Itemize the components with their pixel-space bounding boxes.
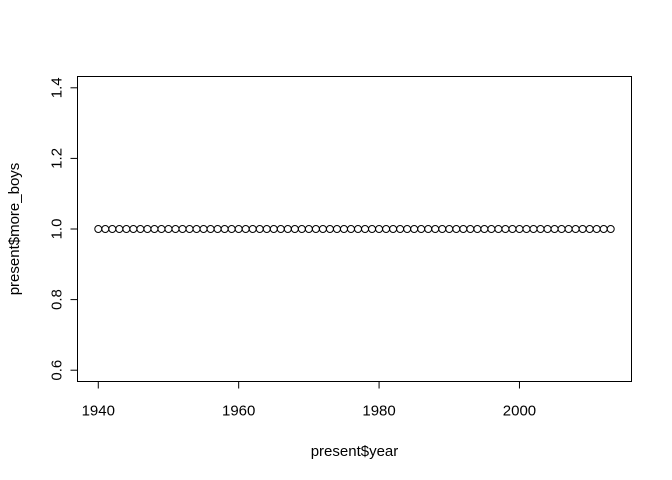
- y-tick-label: 0.6: [49, 360, 66, 381]
- data-point: [241, 225, 250, 233]
- data-point: [136, 225, 145, 233]
- data-point: [571, 225, 580, 233]
- data-point: [311, 225, 320, 233]
- data-point: [445, 225, 454, 233]
- x-tick-label: 1940: [82, 403, 115, 420]
- data-point: [318, 225, 327, 233]
- data-point: [304, 225, 313, 233]
- data-point: [424, 225, 433, 233]
- data-point: [368, 225, 377, 233]
- data-point: [220, 225, 229, 233]
- data-point: [487, 225, 496, 233]
- x-tick-label: 2000: [503, 403, 536, 420]
- data-point: [283, 225, 292, 233]
- data-point: [403, 225, 412, 233]
- data-point: [466, 225, 475, 233]
- data-point: [529, 225, 538, 233]
- data-point: [234, 225, 243, 233]
- data-point: [213, 225, 222, 233]
- data-point: [129, 225, 138, 233]
- data-point: [227, 225, 236, 233]
- data-point: [192, 225, 201, 233]
- data-point: [339, 225, 348, 233]
- data-point: [346, 225, 355, 233]
- data-point: [592, 225, 601, 233]
- data-point: [255, 225, 264, 233]
- data-point: [459, 225, 468, 233]
- data-point: [276, 225, 285, 233]
- data-point: [494, 225, 503, 233]
- data-point: [438, 225, 447, 233]
- data-point: [480, 225, 489, 233]
- data-point: [543, 225, 552, 233]
- data-point: [297, 225, 306, 233]
- data-point: [164, 225, 173, 233]
- data-point: [417, 225, 426, 233]
- data-point: [94, 225, 103, 233]
- y-tick-label: 1.4: [49, 77, 66, 98]
- data-point: [143, 225, 152, 233]
- data-point: [508, 225, 517, 233]
- y-tick-label: 0.8: [49, 289, 66, 310]
- data-point: [606, 225, 615, 233]
- data-point: [389, 225, 398, 233]
- data-point: [115, 225, 124, 233]
- data-point: [248, 225, 257, 233]
- data-point: [101, 225, 110, 233]
- data-point: [108, 225, 117, 233]
- data-point: [382, 225, 391, 233]
- data-point: [431, 225, 440, 233]
- data-points: [94, 225, 615, 233]
- data-point: [354, 225, 363, 233]
- data-point: [185, 225, 194, 233]
- data-point: [290, 225, 299, 233]
- data-point: [332, 225, 341, 233]
- data-point: [410, 225, 419, 233]
- data-point: [178, 225, 187, 233]
- data-point: [325, 225, 334, 233]
- data-point: [262, 225, 271, 233]
- data-point: [375, 225, 384, 233]
- x-axis: 1940 1960 1980 2000: [82, 381, 536, 420]
- data-point: [501, 225, 510, 233]
- data-point: [473, 225, 482, 233]
- data-point: [122, 225, 131, 233]
- x-tick-label: 1960: [222, 403, 255, 420]
- data-point: [157, 225, 166, 233]
- y-tick-label: 1.0: [49, 219, 66, 240]
- data-point: [550, 225, 559, 233]
- x-axis-title: present$year: [311, 443, 399, 460]
- data-point: [599, 225, 608, 233]
- data-point: [536, 225, 545, 233]
- y-axis-title: present$more_boys: [6, 163, 23, 296]
- data-point: [585, 225, 594, 233]
- data-point: [361, 225, 370, 233]
- data-point: [515, 225, 524, 233]
- data-point: [206, 225, 215, 233]
- data-point: [557, 225, 566, 233]
- data-point: [150, 225, 159, 233]
- y-axis: 0.6 0.8 1.0 1.2 1.4: [49, 77, 78, 381]
- y-tick-label: 1.2: [49, 148, 66, 169]
- data-point: [269, 225, 278, 233]
- data-point: [452, 225, 461, 233]
- data-point: [199, 225, 208, 233]
- data-point: [522, 225, 531, 233]
- x-tick-label: 1980: [362, 403, 395, 420]
- data-point: [396, 225, 405, 233]
- data-point: [171, 225, 180, 233]
- data-point: [564, 225, 573, 233]
- data-point: [578, 225, 587, 233]
